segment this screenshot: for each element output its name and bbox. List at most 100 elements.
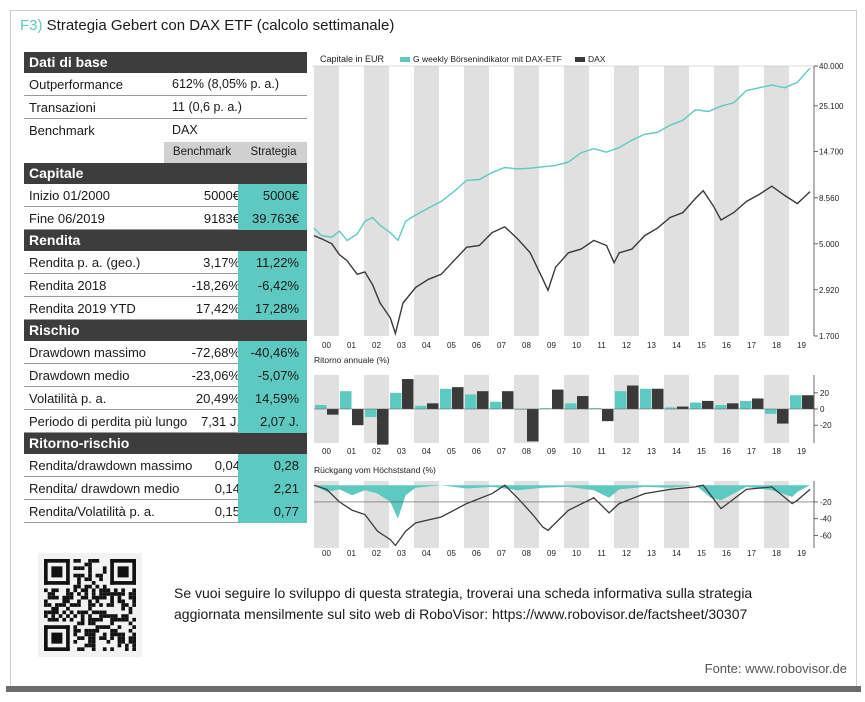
qr-module <box>47 592 52 596</box>
benchmark-value: -23,06% <box>191 368 240 383</box>
qr-module <box>132 625 136 629</box>
qr-module <box>73 603 78 607</box>
table-row: Inizio 01/2000 5000€ 5000€ <box>24 184 307 207</box>
qr-finder <box>110 559 136 563</box>
qr-module <box>84 595 89 600</box>
qr-finder <box>117 566 129 578</box>
benchmark-value: 0,14 <box>214 481 240 496</box>
figure-number: F3) <box>20 17 43 34</box>
qr-module <box>69 595 74 600</box>
year-band <box>564 481 589 548</box>
table-sections: Capitale Inizio 01/2000 5000€ 5000€ Fine 06/… <box>24 163 307 523</box>
row-label: Rendita 2018 <box>29 278 107 293</box>
qr-finder <box>44 559 48 585</box>
qr-module <box>73 559 78 563</box>
qr-module <box>132 595 136 600</box>
qr-module <box>110 603 114 607</box>
x-tick-label: 06 <box>472 549 481 558</box>
qr-module <box>124 617 129 622</box>
qr-module <box>73 588 78 593</box>
qr-module <box>95 599 100 604</box>
table-row: Fine 06/2019 9183€ 39.763€ <box>24 207 307 230</box>
qr-module <box>102 566 107 571</box>
x-tick-label: 05 <box>447 341 456 350</box>
qr-module <box>95 584 100 589</box>
table-row: Rendita/ drawdown medio 0,14 2,21 <box>24 477 307 500</box>
qr-module <box>77 628 81 633</box>
qr-module <box>88 599 92 604</box>
qr-module <box>77 577 81 582</box>
x-tick-label: 12 <box>622 341 631 350</box>
qr-module <box>132 647 136 651</box>
qr-module <box>102 570 107 574</box>
qr-module <box>80 636 85 640</box>
year-band <box>439 481 464 548</box>
year-band <box>714 66 739 336</box>
qr-module <box>51 606 56 611</box>
table-row: Rendita p. a. (geo.) 3,17% 11,22% <box>24 251 307 274</box>
bar <box>465 394 477 409</box>
drawdown-line <box>313 484 811 547</box>
bar <box>640 388 652 409</box>
bar <box>340 391 352 409</box>
x-tick-label: 04 <box>422 549 431 558</box>
figure-title-text: Strategia Gebert con DAX ETF (calcolo se… <box>46 17 395 34</box>
x-tick-label: 02 <box>372 549 381 558</box>
bar <box>477 391 489 409</box>
strategy-value: 11,22% <box>238 251 307 274</box>
qr-module <box>91 592 96 596</box>
qr-module <box>106 592 111 596</box>
year-band <box>414 481 439 548</box>
qr-module <box>66 614 70 618</box>
x-tick-label: 05 <box>447 549 456 558</box>
qr-module <box>88 603 92 607</box>
footer-note: Se vuoi seguire lo sviluppo di questa st… <box>174 585 753 622</box>
x-tick-label: 14 <box>672 341 681 350</box>
section-header: Capitale <box>24 163 307 184</box>
qr-finder <box>44 581 70 585</box>
qr-module <box>77 603 81 607</box>
legend-label: DAX <box>588 54 606 64</box>
qr-module <box>62 617 67 622</box>
bar <box>615 391 627 409</box>
qr-module <box>102 614 107 618</box>
qr-module <box>91 581 96 585</box>
qr-module <box>91 617 96 622</box>
x-tick-label: 16 <box>722 341 731 350</box>
year-band <box>739 66 764 336</box>
bar <box>702 400 714 409</box>
charts-svg: Capitale in EUR G weekly Börsenindikator … <box>312 54 844 558</box>
qr-module <box>77 573 81 578</box>
qr-module <box>102 584 107 589</box>
qr-module <box>80 588 85 593</box>
column-header-benchmark: Benchmark <box>164 142 240 163</box>
benchmark-value: 3,17% <box>203 255 240 270</box>
qr-code[interactable] <box>38 553 142 657</box>
qr-module <box>55 617 59 622</box>
qr-module <box>124 647 129 651</box>
benchmark-value: -72,68% <box>191 345 240 360</box>
x-tick-label: 17 <box>747 341 756 350</box>
qr-module <box>55 610 59 615</box>
qr-module <box>110 599 114 604</box>
qr-module <box>117 632 122 637</box>
year-band <box>639 66 664 336</box>
qr-module <box>88 562 92 567</box>
qr-module <box>84 632 89 637</box>
year-band <box>489 66 514 336</box>
qr-module <box>95 595 100 600</box>
x-tick-label: 09 <box>547 341 556 350</box>
qr-module <box>55 595 59 600</box>
qr-module <box>88 628 92 633</box>
x-tick-label: 01 <box>347 447 356 456</box>
qr-module <box>106 603 111 607</box>
qr-module <box>73 639 78 644</box>
qr-module <box>128 595 133 600</box>
strategy-data-table: Dati di base Outperformance 612% (8,05% … <box>24 52 307 523</box>
qr-module <box>80 573 85 578</box>
qr-finder <box>110 559 114 585</box>
qr-module <box>51 588 56 593</box>
x-tick-label: 10 <box>572 549 581 558</box>
qr-module <box>121 614 125 618</box>
x-tick-label: 04 <box>422 341 431 350</box>
